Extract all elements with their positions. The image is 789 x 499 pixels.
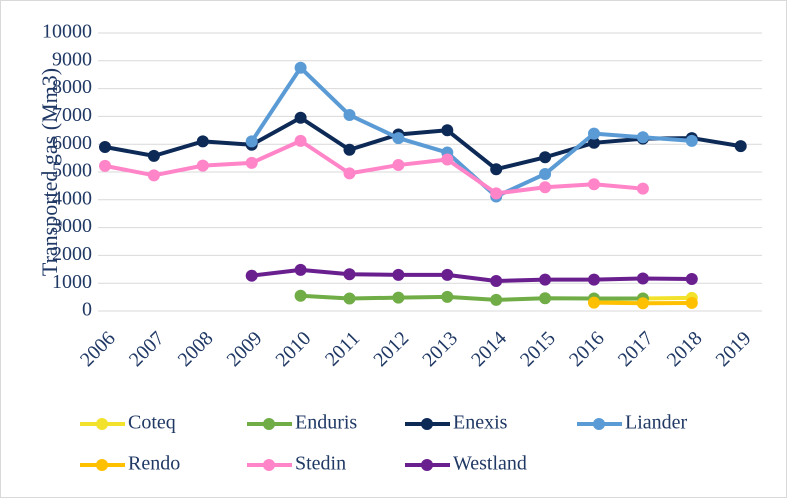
legend-marker: [96, 459, 108, 471]
point: [588, 136, 600, 149]
point: [588, 178, 600, 191]
point: [343, 292, 356, 305]
point: [392, 268, 405, 281]
point: [685, 296, 698, 309]
legend-label: Enexis: [453, 412, 508, 434]
point: [685, 273, 698, 286]
y-tick-label: 4000: [52, 187, 92, 209]
point: [539, 167, 552, 180]
point: [196, 159, 209, 172]
point: [343, 109, 356, 122]
point: [343, 167, 356, 180]
point: [588, 127, 600, 140]
point: [196, 135, 209, 148]
legend-label: Stedin: [295, 453, 346, 475]
point: [588, 296, 600, 309]
y-tick-label: 2000: [52, 243, 92, 265]
point: [441, 290, 454, 303]
legend-label: Westland: [453, 453, 527, 475]
point: [588, 273, 600, 286]
point: [636, 182, 649, 195]
point: [441, 268, 454, 281]
y-tick-label: 0: [82, 299, 92, 321]
point: [539, 292, 552, 305]
point: [539, 273, 552, 286]
point: [636, 131, 649, 144]
point: [294, 289, 307, 302]
point: [245, 156, 258, 169]
legend-marker: [263, 459, 275, 471]
point: [343, 143, 356, 156]
legend-marker: [593, 418, 605, 430]
legend-label: Liander: [625, 412, 688, 434]
legend-marker: [421, 459, 433, 471]
y-tick-label: 9000: [52, 48, 92, 70]
point: [441, 124, 454, 137]
point: [636, 297, 649, 310]
y-tick-label: 1000: [52, 271, 92, 293]
legend-label: Enduris: [295, 412, 357, 434]
point: [147, 169, 160, 182]
legend-marker: [96, 418, 108, 430]
y-axis-label: Transported gas (Mm3): [37, 68, 62, 276]
point: [636, 272, 649, 285]
y-tick-label: 6000: [52, 132, 92, 154]
point: [245, 135, 258, 148]
point: [490, 187, 503, 200]
point: [392, 291, 405, 304]
y-tick-label: 10000: [42, 21, 92, 43]
y-tick-label: 3000: [52, 215, 92, 237]
point: [245, 269, 258, 282]
legend-marker: [421, 418, 433, 430]
legend-label: Coteq: [128, 412, 176, 434]
point: [294, 111, 307, 124]
point: [490, 274, 503, 287]
point: [294, 134, 307, 147]
legend-label: Rendo: [128, 453, 180, 475]
point: [99, 140, 111, 153]
y-tick-label: 5000: [52, 160, 92, 182]
y-tick-label: 8000: [52, 76, 92, 98]
series-line: [104, 115, 742, 172]
legend-marker: [263, 418, 275, 430]
series-line: [251, 267, 692, 283]
point: [734, 140, 747, 153]
point: [294, 61, 307, 74]
point: [685, 134, 698, 147]
point: [539, 181, 552, 194]
point: [490, 163, 503, 176]
point: [147, 149, 160, 162]
point: [294, 263, 307, 276]
point: [441, 153, 454, 166]
series-line: [104, 138, 644, 196]
point: [539, 151, 552, 164]
point: [392, 132, 405, 145]
point: [392, 159, 405, 172]
point: [99, 159, 111, 172]
point: [343, 268, 356, 281]
series-line: [300, 293, 643, 302]
y-tick-label: 7000: [52, 104, 92, 126]
point: [490, 293, 503, 306]
